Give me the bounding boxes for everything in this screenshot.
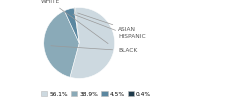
Wedge shape: [74, 8, 79, 43]
Text: ASIAN: ASIAN: [78, 13, 136, 32]
Text: HISPANIC: HISPANIC: [73, 14, 146, 39]
Wedge shape: [64, 8, 79, 43]
Wedge shape: [70, 8, 115, 79]
Legend: 56.1%, 38.9%, 4.5%, 0.4%: 56.1%, 38.9%, 4.5%, 0.4%: [40, 91, 152, 97]
Text: WHITE: WHITE: [41, 0, 108, 44]
Text: BLACK: BLACK: [51, 46, 138, 53]
Wedge shape: [44, 11, 79, 77]
